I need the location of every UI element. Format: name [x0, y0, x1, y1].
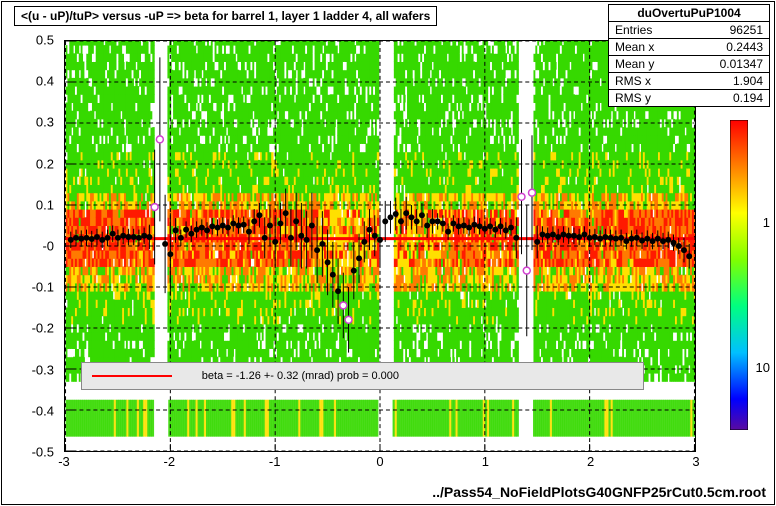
y-tick-label: -0.1: [0, 280, 60, 295]
stats-row: Entries 96251: [609, 22, 769, 39]
root-figure: <(u - uP)/tuP> versus -uP => beta for ba…: [0, 0, 776, 506]
y-tick-label: 0.4: [0, 74, 60, 89]
y-tick-label: -0.5: [0, 445, 60, 460]
x-tick-label: 1: [482, 454, 489, 469]
stats-row: RMS x 1.904: [609, 73, 769, 90]
stats-value: 1.904: [733, 74, 763, 88]
plot-title: <(u - uP)/tuP> versus -uP => beta for ba…: [14, 6, 437, 26]
plot-area: beta = -1.26 +- 0.32 (mrad) prob = 0.000: [64, 40, 696, 452]
legend-text: beta = -1.26 +- 0.32 (mrad) prob = 0.000: [202, 370, 399, 382]
x-tick-label: 0: [376, 454, 383, 469]
x-tick-label: -3: [58, 454, 70, 469]
stats-value: 0.194: [733, 91, 763, 105]
stats-label: Mean x: [615, 40, 654, 54]
x-tick-label: 3: [692, 454, 699, 469]
y-tick-label: 0.5: [0, 33, 60, 48]
y-tick-label: 0.3: [0, 115, 60, 130]
stats-row: Mean y 0.01347: [609, 56, 769, 73]
stats-label: Entries: [615, 23, 652, 37]
y-tick-label: -0: [0, 239, 60, 254]
stats-row: Mean x 0.2443: [609, 39, 769, 56]
stats-label: RMS x: [615, 74, 651, 88]
y-tick-label: 0.2: [0, 156, 60, 171]
x-tick-label: -2: [164, 454, 176, 469]
stats-label: Mean y: [615, 57, 654, 71]
colorbar: [730, 120, 748, 430]
y-tick-label: -0.3: [0, 362, 60, 377]
stats-label: RMS y: [615, 91, 651, 105]
y-tick-label: 0.1: [0, 197, 60, 212]
stats-value: 0.01347: [720, 57, 763, 71]
source-filename: ../Pass54_NoFieldPlotsG40GNFP25rCut0.5cm…: [432, 484, 766, 500]
y-tick-label: -0.4: [0, 403, 60, 418]
stats-name: duOvertuPuP1004: [609, 5, 769, 22]
x-tick-label: 2: [587, 454, 594, 469]
stats-box: duOvertuPuP1004 Entries 96251 Mean x 0.2443…: [608, 4, 770, 107]
x-tick-label: -1: [269, 454, 281, 469]
stats-row: RMS y 0.194: [609, 90, 769, 106]
fit-legend: beta = -1.26 +- 0.32 (mrad) prob = 0.000: [81, 362, 645, 390]
legend-line-sample: [92, 375, 172, 377]
stats-value: 0.2443: [726, 40, 763, 54]
colorbar-tick-label: 1: [763, 215, 770, 230]
y-tick-label: -0.2: [0, 321, 60, 336]
stats-value: 96251: [730, 23, 763, 37]
colorbar-tick-label: 10: [756, 360, 770, 375]
